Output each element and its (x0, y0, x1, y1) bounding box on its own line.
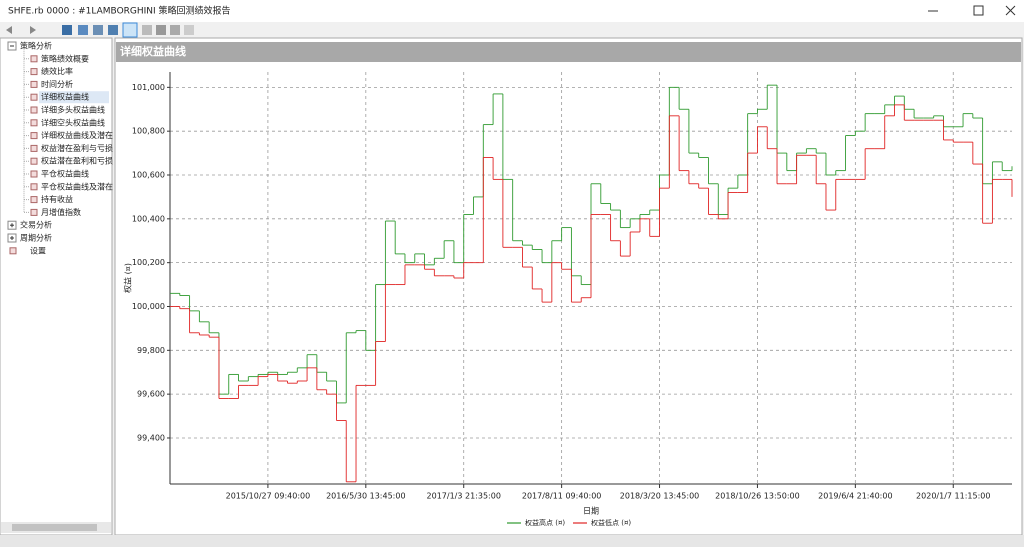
node-icon (30, 170, 38, 178)
y-tick-label: 100,400 (132, 214, 165, 223)
x-tick-label: 2017/8/11 09:40:00 (522, 492, 602, 501)
chart: 99,400 99,600 99,800 100,000 100,200 100,400 1… (123, 72, 1013, 527)
y-tick-label: 101,000 (132, 83, 165, 92)
tree-node[interactable]: 权益潜在盈利和亏损 (41, 156, 113, 166)
tree: 策略分析策略绩效概要绩效比率时间分析详细权益曲线详细多头权益曲线详细空头权益曲线… (7, 41, 113, 255)
legend-label: 权益高点 (¤) (525, 518, 565, 527)
scroll-thumb[interactable] (12, 524, 97, 531)
node-icon (30, 208, 38, 216)
x-axis-label: 日期 (583, 507, 599, 516)
x-tick-label: 2016/5/30 13:45:00 (326, 492, 406, 501)
tree-node[interactable]: 持有收益 (41, 194, 73, 204)
node-icon (30, 183, 38, 191)
y-tick-label: 100,200 (132, 258, 165, 267)
x-tick-label: 2018/10/26 13:50:00 (715, 492, 800, 501)
tree-node[interactable]: 权益潜在盈利与亏损 (41, 143, 113, 153)
y-tick-label: 99,600 (137, 390, 165, 399)
node-icon (30, 68, 38, 76)
title-bar (0, 0, 1024, 22)
tree-node[interactable]: 设置 (30, 245, 46, 255)
maximize-button[interactable] (973, 5, 984, 16)
y-tick-label: 100,000 (132, 302, 165, 311)
tree-node[interactable]: 策略绩效概要 (41, 53, 89, 63)
x-tick-label: 2019/6/4 21:40:00 (818, 492, 892, 501)
node-icon (30, 106, 38, 114)
tree-node[interactable]: 详细多头权益曲线 (41, 105, 105, 115)
y-tick-label: 100,600 (132, 171, 165, 180)
close-button[interactable] (1005, 5, 1016, 16)
tree-node[interactable]: 时间分析 (41, 79, 73, 89)
panel-title: 详细权益曲线 (120, 44, 186, 58)
node-icon (30, 119, 38, 127)
tree-node[interactable]: 策略分析 (20, 41, 52, 51)
node-icon (30, 93, 38, 101)
report-panel (114, 37, 1023, 536)
tree-node[interactable]: 交易分析 (20, 220, 52, 230)
selection (39, 91, 109, 104)
node-icon (30, 196, 38, 204)
tree-node[interactable]: 平仓权益曲线及潜在 (41, 181, 113, 191)
x-tick-label: 2018/3/20 13:45:00 (620, 492, 700, 501)
tree-node[interactable]: 绩效比率 (41, 66, 73, 76)
node-icon (30, 144, 38, 152)
y-tick-label: 99,800 (137, 346, 165, 355)
node-icon (30, 132, 38, 140)
y-axis-label: 权益 (¤) (123, 263, 133, 293)
status-bar (0, 535, 1024, 547)
x-tick-label: 2020/1/7 11:15:00 (916, 492, 990, 501)
panel-banner (116, 42, 1021, 62)
node-icon (30, 80, 38, 88)
toolbar (0, 22, 1024, 38)
x-tick-label: 2017/1/3 21:35:00 (427, 492, 501, 501)
window-title: SHFE.rb 0000 : #1LAMBORGHINI 策略回测绩效报告 (8, 5, 231, 17)
node-icon (30, 55, 38, 63)
tree-node[interactable]: 详细空头权益曲线 (41, 117, 105, 127)
toolbar-icons[interactable] (6, 22, 194, 38)
tree-node[interactable]: 详细权益曲线 (41, 92, 89, 102)
tree-panel (0, 37, 113, 536)
y-tick-label: 99,400 (137, 433, 165, 442)
node-icon (30, 157, 38, 165)
x-tick-label: 2015/10/27 09:40:00 (226, 492, 311, 501)
tree-node[interactable]: 周期分析 (20, 233, 52, 243)
legend-label: 权益低点 (¤) (591, 518, 631, 527)
y-tick-label: 100,800 (132, 127, 165, 136)
tree-node[interactable]: 平仓权益曲线 (41, 169, 89, 179)
node-icon (9, 247, 17, 255)
tree-node[interactable]: 详细权益曲线及潜在 (41, 130, 113, 140)
tree-node[interactable]: 月增值指数 (41, 207, 81, 217)
